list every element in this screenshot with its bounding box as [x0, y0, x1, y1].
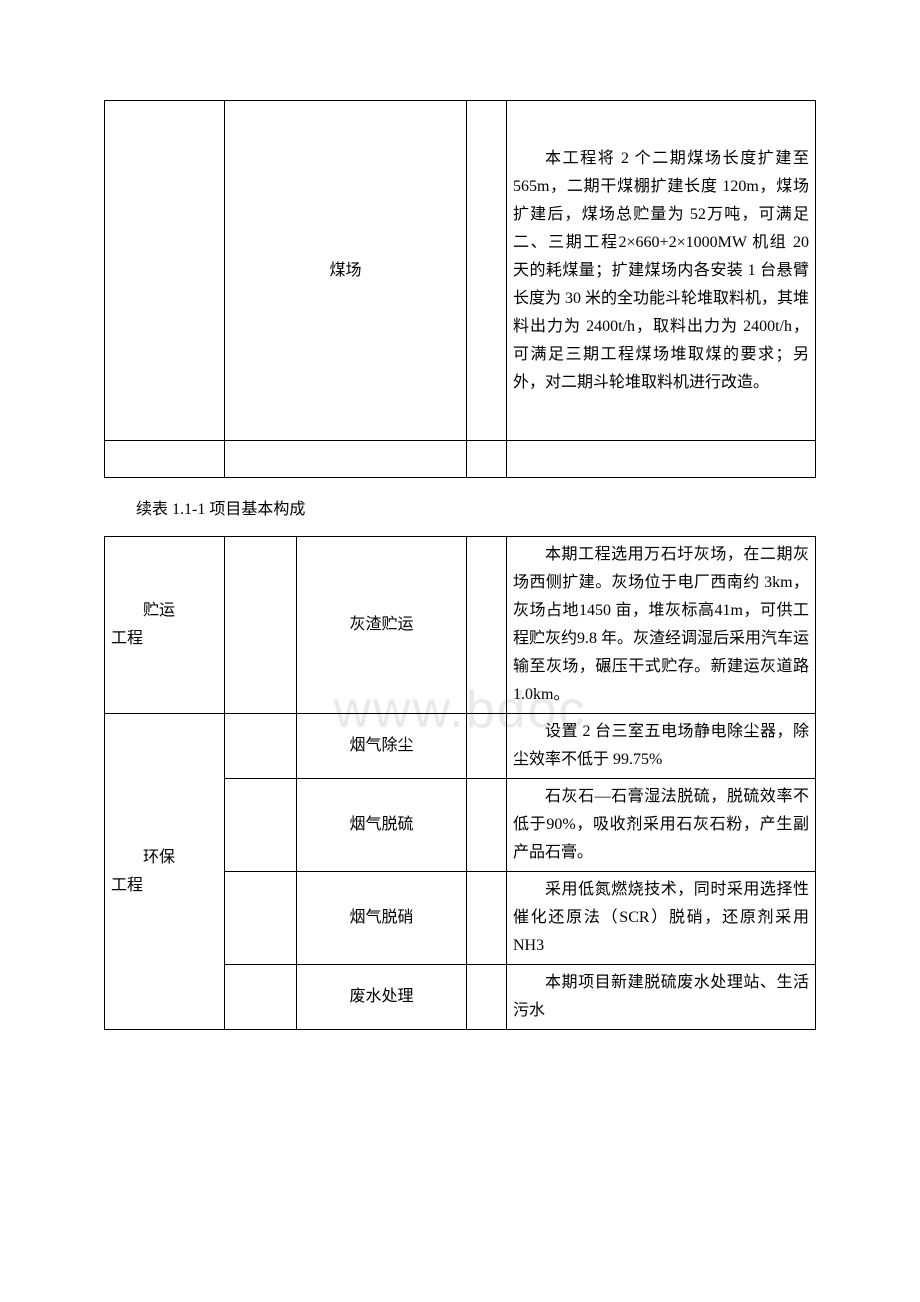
cell-dust: 烟气除尘 [297, 714, 467, 779]
cell-empty [105, 101, 225, 441]
cell-empty [105, 441, 225, 478]
table-1: 煤场 本工程将 2 个二期煤场长度扩建至 565m，二期干煤棚扩建长度 120m… [104, 100, 816, 478]
cell-ash-desc: 本期工程选用万石圩灰场，在二期灰场西侧扩建。灰场位于电厂西南约 3km，灰场占地… [507, 537, 816, 714]
cell-dust-desc: 设置 2 台三室五电场静电除尘器，除尘效率不低于 99.75% [507, 714, 816, 779]
cell-text: 贮运 [111, 597, 218, 625]
cell-text: 设置 2 台三室五电场静电除尘器，除尘效率不低于 99.75% [513, 718, 809, 774]
cell-empty [225, 965, 297, 1030]
cell-empty [467, 101, 507, 441]
table-2: 贮运 工程 灰渣贮运 本期工程选用万石圩灰场，在二期灰场西侧扩建。灰场位于电厂西… [104, 536, 816, 1030]
cell-text: 本期项目新建脱硫废水处理站、生活污水 [513, 969, 809, 1025]
cell-empty [467, 714, 507, 779]
cell-wastewater: 废水处理 [297, 965, 467, 1030]
cell-ash-storage: 灰渣贮运 [297, 537, 467, 714]
cell-text: 本期工程选用万石圩灰场，在二期灰场西侧扩建。灰场位于电厂西南约 3km，灰场占地… [513, 541, 809, 709]
cell-coal-yard: 煤场 [225, 101, 467, 441]
cell-empty [467, 779, 507, 872]
cell-empty [225, 537, 297, 714]
cell-text: 石灰石—石膏湿法脱硫，脱硫效率不低于90%，吸收剂采用石灰石粉，产生副产品石膏。 [513, 783, 809, 867]
cell-text: 工程 [111, 872, 218, 900]
cell-wastewater-desc: 本期项目新建脱硫废水处理站、生活污水 [507, 965, 816, 1030]
cell-text: 工程 [111, 625, 218, 653]
cell-env-project: 环保 工程 [105, 714, 225, 1030]
cell-desulfur: 烟气脱硫 [297, 779, 467, 872]
cell-empty [225, 441, 467, 478]
page-content: 煤场 本工程将 2 个二期煤场长度扩建至 565m，二期干煤棚扩建长度 120m… [104, 100, 816, 1030]
cell-storage-project: 贮运 工程 [105, 537, 225, 714]
cell-text: 本工程将 2 个二期煤场长度扩建至 565m，二期干煤棚扩建长度 120m，煤场… [513, 145, 809, 397]
cell-empty [225, 779, 297, 872]
cell-denitr: 烟气脱硝 [297, 872, 467, 965]
table-row: 煤场 本工程将 2 个二期煤场长度扩建至 565m，二期干煤棚扩建长度 120m… [105, 101, 816, 441]
table-row [105, 441, 816, 478]
cell-empty [467, 537, 507, 714]
cell-empty [507, 441, 816, 478]
cell-empty [467, 965, 507, 1030]
cell-empty [467, 441, 507, 478]
cell-empty [467, 872, 507, 965]
cell-coal-yard-desc: 本工程将 2 个二期煤场长度扩建至 565m，二期干煤棚扩建长度 120m，煤场… [507, 101, 816, 441]
table-row: 贮运 工程 灰渣贮运 本期工程选用万石圩灰场，在二期灰场西侧扩建。灰场位于电厂西… [105, 537, 816, 714]
cell-text: 采用低氮燃烧技术，同时采用选择性催化还原法（SCR）脱硝，还原剂采用 NH3 [513, 876, 809, 960]
cell-desulfur-desc: 石灰石—石膏湿法脱硫，脱硫效率不低于90%，吸收剂采用石灰石粉，产生副产品石膏。 [507, 779, 816, 872]
table-row: 环保 工程 烟气除尘 设置 2 台三室五电场静电除尘器，除尘效率不低于 99.7… [105, 714, 816, 779]
cell-empty [225, 714, 297, 779]
table-caption: 续表 1.1-1 项目基本构成 [136, 496, 816, 524]
cell-text: 环保 [111, 844, 218, 872]
cell-empty [225, 872, 297, 965]
cell-denitr-desc: 采用低氮燃烧技术，同时采用选择性催化还原法（SCR）脱硝，还原剂采用 NH3 [507, 872, 816, 965]
